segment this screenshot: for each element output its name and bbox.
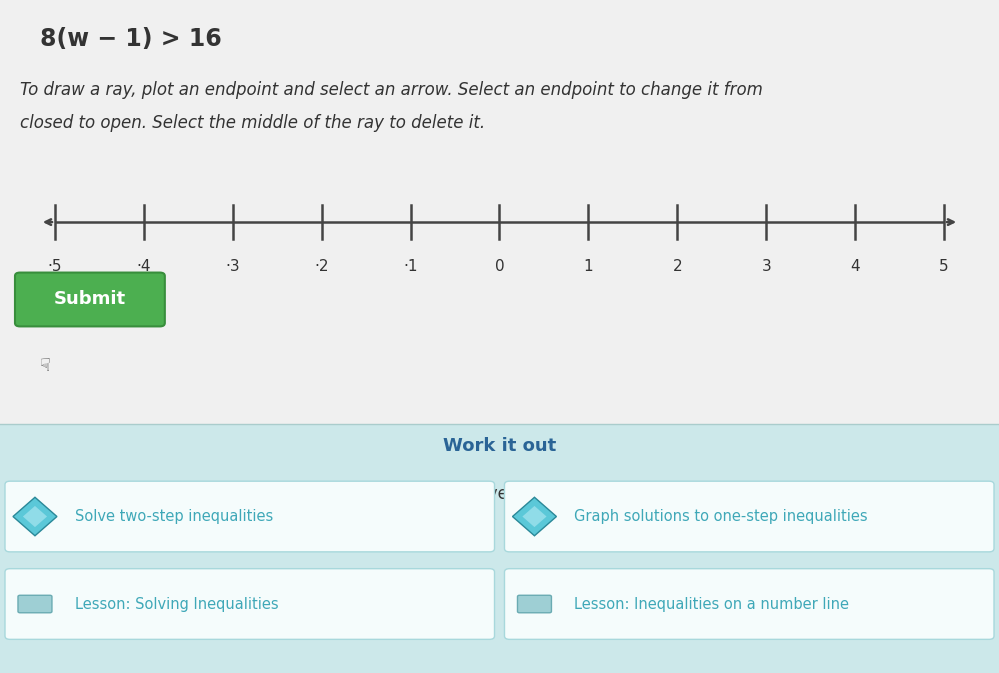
Text: closed to open. Select the middle of the ray to delete it.: closed to open. Select the middle of the… — [20, 114, 486, 133]
Text: Graph solutions to one-step inequalities: Graph solutions to one-step inequalities — [574, 509, 868, 524]
Text: 3: 3 — [761, 259, 771, 274]
Text: Lesson: Inequalities on a number line: Lesson: Inequalities on a number line — [574, 596, 849, 612]
Text: ·1: ·1 — [404, 259, 418, 274]
Text: ·3: ·3 — [226, 259, 240, 274]
Polygon shape — [13, 497, 57, 536]
Text: Submit: Submit — [54, 291, 126, 308]
Polygon shape — [522, 506, 546, 527]
FancyBboxPatch shape — [15, 273, 165, 326]
Text: 0: 0 — [495, 259, 504, 274]
Text: 4: 4 — [850, 259, 860, 274]
Text: 1: 1 — [583, 259, 593, 274]
Text: ·4: ·4 — [137, 259, 151, 274]
FancyBboxPatch shape — [0, 424, 999, 673]
Text: ☟: ☟ — [39, 357, 51, 375]
FancyBboxPatch shape — [517, 596, 551, 612]
Text: 8(w − 1) > 16: 8(w − 1) > 16 — [40, 27, 222, 51]
FancyBboxPatch shape — [0, 0, 999, 424]
Text: 5: 5 — [939, 259, 949, 274]
Text: Lesson: Solving Inequalities: Lesson: Solving Inequalities — [75, 596, 279, 612]
FancyBboxPatch shape — [5, 481, 495, 552]
Text: 2: 2 — [672, 259, 682, 274]
Text: ·5: ·5 — [48, 259, 62, 274]
FancyBboxPatch shape — [18, 596, 52, 612]
Text: ·2: ·2 — [315, 259, 329, 274]
FancyBboxPatch shape — [504, 569, 994, 639]
FancyBboxPatch shape — [504, 481, 994, 552]
Polygon shape — [512, 497, 556, 536]
FancyBboxPatch shape — [5, 569, 495, 639]
Text: To draw a ray, plot an endpoint and select an arrow. Select an endpoint to chang: To draw a ray, plot an endpoint and sele… — [20, 81, 763, 99]
Polygon shape — [23, 506, 47, 527]
Text: Solve two-step inequalities: Solve two-step inequalities — [75, 509, 273, 524]
Text: Work it out: Work it out — [443, 437, 556, 456]
Text: Not feeling ready yet? These can help:: Not feeling ready yet? These can help: — [339, 485, 660, 503]
